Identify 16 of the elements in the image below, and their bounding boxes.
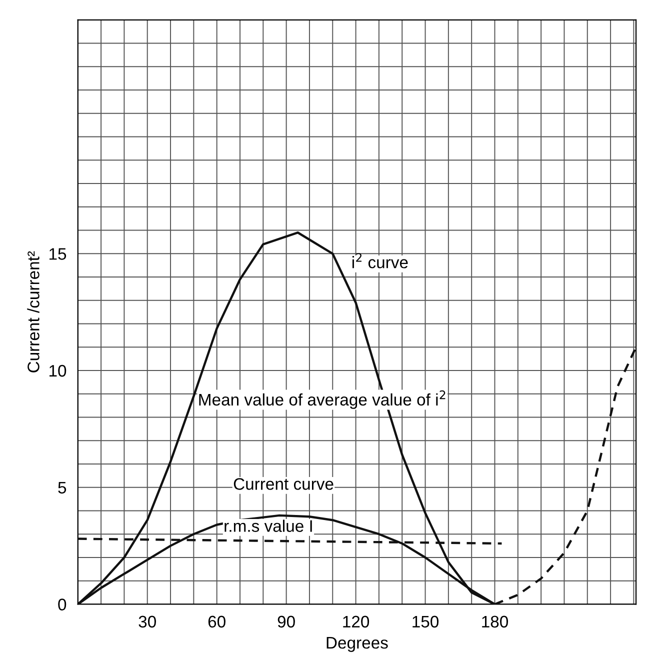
x-axis-title: Degrees (326, 637, 388, 652)
annotation: i$^{2}$ curve (352, 253, 408, 268)
annotation: Mean value of average value of i$^{2}$ (199, 390, 446, 409)
x-tick-label: 150 (412, 616, 439, 628)
y-tick-label: 0 (58, 598, 66, 610)
x-tick-label: 180 (482, 616, 508, 628)
x-tick-label: 90 (278, 616, 295, 628)
x-tick-label: 120 (343, 616, 370, 628)
y-tick-label: 10 (50, 364, 66, 377)
y-axis-title: Current /current² (27, 251, 40, 372)
annotation: Current curve (234, 478, 334, 490)
y-tick-label: 15 (50, 248, 66, 260)
x-tick-label: 60 (208, 616, 226, 628)
annotation: r.m.s value I (224, 520, 312, 532)
x-tick-label: 30 (138, 616, 156, 628)
y-tick-label: 5 (58, 482, 66, 494)
